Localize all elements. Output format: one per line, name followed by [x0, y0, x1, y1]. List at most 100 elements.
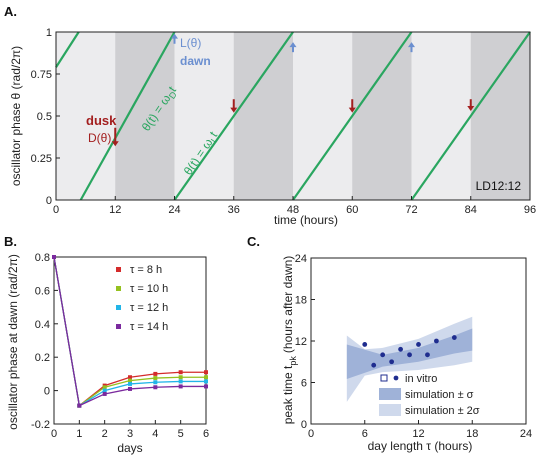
dark-interval-3 [470, 32, 530, 200]
b-legend-label-2: τ = 12 h [130, 302, 168, 314]
b-ytick-label-0: -0.2 [31, 419, 50, 431]
dark-interval-1 [233, 32, 293, 200]
c-ytick-label-2: 12 [295, 336, 307, 348]
panel-c-ylabel: peak time tpk(hours after dawn) [281, 256, 298, 425]
a-xtick-label-4: 48 [287, 204, 299, 216]
b-legend-marker-0 [116, 267, 121, 272]
panel-a-phase-lines [55, 31, 531, 201]
c-ytick-label-1: 6 [301, 378, 307, 390]
dawn-arrow-0-head [171, 33, 178, 39]
b-ytick-label-2: 0.2 [35, 352, 50, 364]
b-point-1-2 [102, 385, 107, 390]
dusk-arrow-3-head [467, 105, 475, 111]
dusk-arrow-1-head [230, 107, 238, 113]
b-point-1-4 [153, 376, 158, 381]
dark-interval-2 [352, 32, 412, 200]
phase-segment-2 [173, 31, 294, 201]
b-point-2-2 [102, 388, 107, 393]
panel-a-letter: A. [4, 4, 17, 19]
l-theta-label: L(θ) [180, 36, 201, 50]
b-point-3-3 [128, 386, 132, 391]
panel-c-letter: C. [247, 234, 260, 249]
b-legend-label-3: τ = 14 h [130, 321, 168, 333]
b-xtick-label-3: 3 [127, 428, 133, 440]
c-point-9 [451, 335, 457, 340]
d-theta-label: D(θ) [88, 131, 111, 145]
a-xtick-label-1: 12 [109, 204, 121, 216]
b-point-1-3 [128, 378, 132, 383]
panel-c: C. 0 6 12 18 24 0 6 12 18 24 in vitro simulation ±… [247, 234, 532, 453]
c-ytick-label-3: 18 [295, 295, 307, 307]
panel-c-xlabel: day length τ (hours) [368, 439, 473, 453]
a-xtick-label-6: 72 [405, 204, 417, 216]
b-point-0-3 [128, 375, 132, 380]
phase-segment-3 [292, 31, 413, 201]
a-ytick-label-3: 0.75 [31, 69, 52, 81]
dawn-arrow-2-head [408, 42, 415, 48]
a-ytick-label-2: 0.5 [37, 111, 52, 123]
panel-a-background [56, 32, 530, 200]
dawn-label: dawn [180, 54, 211, 68]
a-xtick-label-2: 24 [168, 204, 180, 216]
dusk-arrow-0-head [111, 141, 119, 147]
c-xtick-label-3: 18 [466, 428, 478, 440]
b-xtick-label-0: 0 [51, 428, 57, 440]
dusk-label: dusk [86, 113, 117, 128]
b-point-3-1 [77, 403, 82, 408]
panel-a-xlabel: time (hours) [274, 213, 338, 227]
c-legend-label-1: simulation ± σ [405, 389, 474, 401]
c-legend-swatch-sigma [379, 388, 401, 400]
regime-label: LD12:12 [476, 179, 522, 193]
c-ytick-label-4: 24 [295, 253, 307, 265]
panel-a-axes: 0 12 24 36 48 60 72 84 96 0 0.25 0.5 0.75 1 [31, 27, 537, 216]
b-xtick-label-4: 4 [152, 428, 158, 440]
dusk-arrow-2-head [348, 107, 356, 113]
phase-segment-4 [410, 31, 531, 201]
c-point-2 [380, 352, 386, 358]
panel-a-arrows [111, 33, 475, 147]
c-xtick-label-2: 12 [412, 428, 424, 440]
b-point-3-6 [204, 384, 208, 389]
a-xtick-label-7: 84 [465, 204, 477, 216]
panel-b-lines [52, 255, 208, 408]
b-point-3-0 [52, 255, 56, 259]
panel-c-points [362, 335, 457, 368]
c-ytick-label-0: 0 [301, 419, 307, 431]
b-point-1-6 [204, 375, 208, 380]
dark-interval-0 [115, 32, 175, 200]
panel-c-legend: in vitro simulation ± σ simulation ± 2σ [379, 373, 480, 417]
b-point-0-5 [178, 370, 183, 375]
a-ytick-label-0: 0 [46, 195, 52, 207]
b-legend-label-0: τ = 8 h [130, 264, 162, 276]
b-ytick-label-4: 0.6 [35, 285, 50, 297]
b-point-3-5 [178, 384, 183, 389]
a-xtick-label-3: 36 [228, 204, 240, 216]
c-xtick-label-1: 6 [362, 428, 368, 440]
phase-segment-0 [55, 31, 80, 68]
b-point-0-4 [153, 371, 158, 376]
b-xtick-label-1: 1 [76, 428, 82, 440]
b-point-3-4 [153, 385, 158, 390]
c-xtick-label-0: 0 [308, 428, 314, 440]
b-point-2-3 [128, 381, 132, 386]
b-xtick-label-6: 6 [203, 428, 209, 440]
b-point-2-5 [178, 379, 183, 384]
a-xtick-label-0: 0 [53, 204, 59, 216]
panel-b-ylabel: oscillator phase at dawn (rad/2π) [6, 254, 20, 430]
c-legend-label-0: in vitro [405, 373, 437, 385]
a-ytick-label-1: 0.25 [31, 153, 52, 165]
b-point-3-2 [102, 391, 107, 396]
panel-b-legend: τ = 8 h τ = 10 h τ = 12 h τ = 14 h [116, 264, 168, 333]
b-ytick-label-1: 0 [44, 386, 50, 398]
panel-b-xlabel: days [117, 441, 142, 455]
b-point-2-4 [153, 380, 158, 385]
a-xtick-label-5: 60 [346, 204, 358, 216]
panel-c-axes: 0 6 12 18 24 0 6 12 18 24 [295, 253, 532, 440]
b-legend-marker-2 [116, 305, 121, 310]
b-legend-marker-3 [116, 324, 121, 329]
panel-a-ylabel: oscillator phase θ (rad/2π) [9, 46, 23, 186]
a-xtick-label-8: 96 [524, 204, 536, 216]
c-point-6 [416, 342, 421, 347]
a-ytick-label-4: 1 [46, 27, 52, 39]
b-xtick-label-2: 2 [102, 428, 108, 440]
